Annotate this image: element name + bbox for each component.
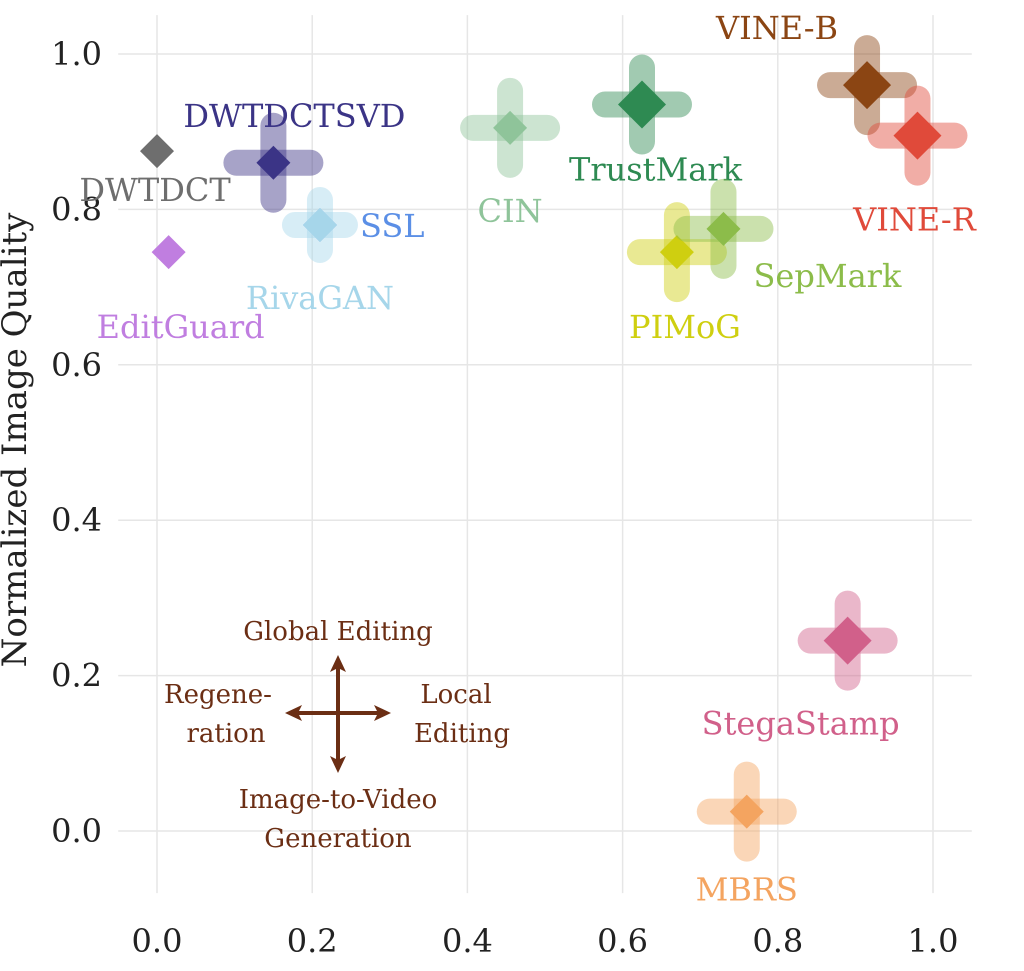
legend-arrowhead-up <box>330 655 346 672</box>
legend-right-label-1: Local <box>420 680 491 710</box>
point-label: VINE-R <box>852 201 977 239</box>
point-marker <box>843 61 892 110</box>
legend-left-label-2: ration <box>186 719 265 749</box>
point-marker <box>823 616 872 665</box>
data-point: VINE-R <box>852 85 977 239</box>
grid-lines <box>118 15 972 894</box>
data-point: MBRS <box>696 761 798 909</box>
point-label: StegaStamp <box>702 705 900 743</box>
point-label: TrustMark <box>569 151 743 189</box>
legend-down-label-1: Image-to-Video <box>239 785 438 815</box>
direction-legend: Global Editing Regene- ration Local Edit… <box>164 617 510 854</box>
legend-right-label-2: Editing <box>414 719 510 749</box>
point-label: MBRS <box>696 871 798 909</box>
x-tick-labels: 0.0 0.2 0.4 0.6 0.8 1.0 <box>132 922 959 960</box>
y-tick-labels: 0.0 0.2 0.4 0.6 0.8 1.0 <box>51 35 102 850</box>
y-tick-label: 1.0 <box>51 35 102 73</box>
data-point: DWTDCTSVD <box>183 97 405 213</box>
y-axis-label: Normalized Image Quality <box>0 212 35 667</box>
point-marker <box>729 794 764 829</box>
point-label: SSL <box>360 207 425 245</box>
x-tick-label: 0.6 <box>597 922 648 960</box>
legend-arrowhead-left <box>285 705 302 721</box>
y-tick-label: 0.6 <box>51 346 102 384</box>
point-label: SepMark <box>753 257 901 295</box>
point-marker <box>140 134 174 169</box>
point-label: RivaGAN <box>246 279 394 317</box>
data-point: DWTDCT <box>79 134 231 209</box>
x-tick-label: 0.0 <box>132 922 183 960</box>
data-point: TrustMark <box>569 54 743 189</box>
point-label: DWTDCT <box>79 171 231 209</box>
y-tick-label: 0.4 <box>51 501 102 539</box>
point-label: EditGuard <box>97 308 265 346</box>
point-marker <box>151 235 186 270</box>
legend-left-label-1: Regene- <box>164 680 272 710</box>
data-point: RivaGAN <box>246 186 394 317</box>
point-label: CIN <box>478 192 543 230</box>
legend-arrowhead-down <box>330 756 346 773</box>
data-point: StegaStamp <box>702 590 900 743</box>
point-marker <box>493 110 528 145</box>
data-point: EditGuard <box>97 235 265 346</box>
data-point: PIMoG <box>626 202 741 346</box>
legend-arrowhead-right <box>374 705 391 721</box>
point-marker <box>256 145 291 180</box>
data-point: VINE-B <box>715 9 918 136</box>
x-tick-label: 1.0 <box>908 922 959 960</box>
y-tick-label: 0.2 <box>51 657 102 695</box>
point-label: DWTDCTSVD <box>183 97 405 135</box>
y-tick-label: 0.8 <box>51 190 102 228</box>
x-tick-label: 0.8 <box>752 922 803 960</box>
legend-down-label-2: Generation <box>264 824 412 854</box>
x-tick-label: 0.2 <box>287 922 338 960</box>
point-label: PIMoG <box>629 308 741 346</box>
point-marker <box>618 80 666 129</box>
y-tick-label: 0.0 <box>51 812 102 850</box>
point-marker <box>659 235 694 270</box>
point-marker <box>706 211 741 246</box>
point-marker <box>302 207 337 242</box>
data-point: SepMark <box>673 178 902 295</box>
x-tick-label: 0.4 <box>442 922 493 960</box>
data-point: CIN <box>460 77 561 230</box>
legend-up-label: Global Editing <box>243 617 433 647</box>
point-label: VINE-B <box>715 9 838 47</box>
point-marker <box>893 111 942 160</box>
